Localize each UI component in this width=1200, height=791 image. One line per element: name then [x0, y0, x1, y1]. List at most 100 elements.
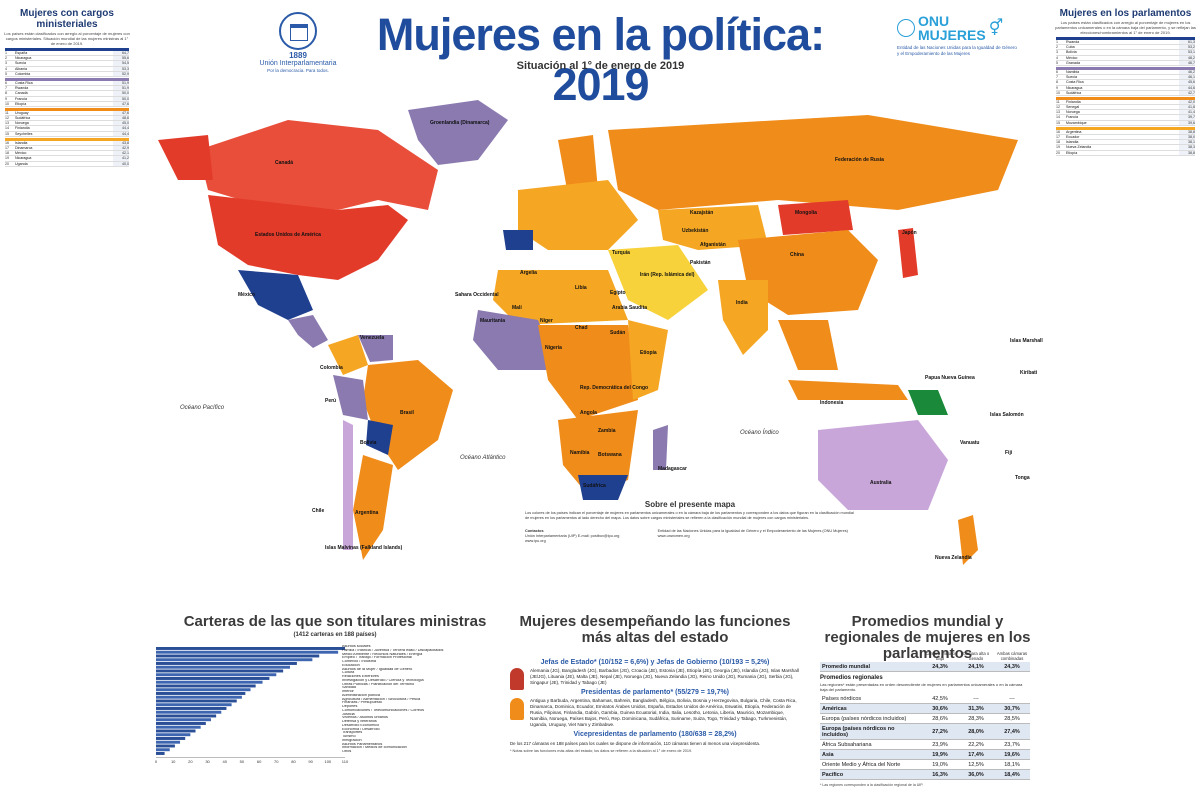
rank-row: 10 Sudáfrica 42,7: [1056, 90, 1195, 96]
rank-rank: 9: [5, 96, 7, 101]
map-region-west-africa: [473, 310, 558, 370]
rank-rank: 12: [1056, 105, 1060, 110]
rank-country: Uganda: [15, 161, 28, 166]
region-name: Oriente Medio y África del Norte: [820, 759, 922, 770]
regional-table: Países nórdicos 42,5% --- --- Américas 30,6% 3…: [820, 694, 1030, 780]
rank-country: Noruega: [1066, 110, 1080, 115]
rank-value: 41,8: [1179, 105, 1195, 110]
rank-rank: 16: [5, 140, 9, 145]
region-name: Europa (países nórdicos incluidos): [820, 713, 922, 724]
rank-country: Colombia: [15, 71, 31, 76]
map-region-middle-east: [608, 245, 708, 320]
rank-country: Francia: [15, 96, 27, 101]
map-label-mali: Malí: [512, 305, 522, 311]
portfolio-label: Comunicaciones / Telecomunicaciones / Co…: [342, 708, 425, 712]
map-label-mauritania: Mauritania: [480, 318, 506, 324]
rank-row: 5 Colombia 52,9: [5, 71, 129, 77]
region-value: 19,6%: [994, 749, 1030, 760]
rank-value: 44,4: [113, 126, 129, 131]
left-ranking-list: 1 España 64,7 2 Nicaragua 55,6 3 Suecia 54,5 4 Alb…: [5, 48, 129, 167]
rank-rank: 6: [5, 80, 7, 85]
portfolio-bar: [156, 665, 291, 669]
rank-value: 50,0: [113, 96, 129, 101]
x-tick-label: 110: [342, 759, 349, 764]
left-ranking-panel: Mujeres con cargos ministeriales Los paí…: [2, 8, 132, 788]
portfolio-bar: [156, 647, 345, 650]
rank-country: Francia: [1066, 115, 1078, 120]
portfolio-bar: [156, 680, 263, 684]
rank-value: 41,2: [113, 156, 129, 161]
rank-row: 7 Suecia 46,1: [1056, 75, 1195, 81]
rank-value: 40,0: [113, 161, 129, 166]
rank-row: 17 Ecuador 38,0: [1056, 135, 1195, 141]
rank-band: [5, 107, 129, 111]
rank-band: [1056, 126, 1195, 130]
map-region-china: [738, 230, 878, 315]
rank-country: Senegal: [1066, 105, 1080, 110]
rank-rank: 7: [1056, 75, 1058, 80]
portfolio-label: Obras Públicas / Planificación del Terri…: [342, 682, 415, 686]
map-region-mongolia: [778, 200, 853, 235]
map-label-indonesia: Indonesia: [820, 400, 844, 406]
rank-value: 50,0: [113, 91, 129, 96]
map-label-india: India: [736, 300, 748, 306]
portfolio-label: Turismo: [342, 735, 356, 738]
rank-rank: 14: [5, 126, 9, 131]
rank-country: Granada: [1066, 60, 1080, 65]
rank-rank: 20: [5, 161, 9, 166]
x-tick-label: 30: [205, 759, 210, 764]
rank-rank: 3: [5, 61, 7, 66]
map-region-southern-africa: [558, 410, 638, 495]
portfolio-bar: [156, 752, 165, 755]
rank-row: 15 Seychelles 44,4: [5, 131, 129, 137]
map-label-bolivia: Bolivia: [360, 440, 377, 446]
rank-band: [1056, 37, 1195, 40]
right-ranking-panel: Mujeres en los parlamentos Los países es…: [1053, 8, 1198, 788]
map-label-botswana: Botswana: [598, 452, 622, 458]
rank-rank: 13: [1056, 110, 1060, 115]
rank-country: Etiopía: [1066, 150, 1078, 155]
map-region-bolivia: [366, 420, 393, 455]
rank-rank: 1: [5, 51, 7, 55]
map-region-europe: [518, 180, 638, 250]
rank-country: Argentina: [1066, 129, 1082, 134]
contacts-label: Contactos: [525, 529, 544, 533]
region-row: Asia 19,9% 17,4% 19,6%: [820, 749, 1030, 760]
rank-value: 64,7: [113, 51, 129, 56]
ministers-chart-svg: 0 10 20 30 40 50 60 70 80 90 100 110: [155, 647, 349, 764]
rank-band: [1056, 66, 1195, 70]
rank-value: 38,3: [1179, 145, 1195, 150]
portfolio-bar: [156, 699, 237, 703]
rank-row: 9 Francia 50,0: [5, 96, 129, 102]
rank-value: 48,6: [113, 116, 129, 121]
region-row: Europa (países nórdicos no incluidos) 27,…: [820, 723, 1030, 740]
portfolio-label: Asuntos de la Mujer / Igualdad de Género: [342, 667, 413, 671]
rank-row: 16 Islandia 43,8: [5, 140, 129, 146]
rank-row: 1 España 64,7: [5, 51, 129, 57]
rank-row: 20 Etiopía 38,8: [1056, 150, 1195, 156]
rank-rank: 14: [1056, 115, 1060, 120]
rank-row: 19 Nueva Zelandia 38,3: [1056, 145, 1195, 151]
x-tick-label: 50: [240, 759, 245, 764]
map-label-mexico: México: [238, 292, 255, 298]
ocean-indian: Océano Índico: [740, 430, 779, 436]
averages-title: Promedios mundial y regionales de mujere…: [824, 613, 1031, 662]
portfolio-bar: [156, 725, 201, 729]
portfolio-label: Familia / Infancia / Juventud / Tercera …: [342, 648, 444, 652]
rank-row: 18 Islandia 38,1: [1056, 140, 1195, 146]
averages-section: Cámara única o baja Cámara alta o Senado…: [820, 650, 1030, 787]
about-title: Sobre el presente mapa: [644, 500, 736, 509]
rank-rank: 19: [5, 156, 9, 161]
portfolio-bar: [156, 714, 217, 718]
region-value: 18,1%: [994, 759, 1030, 770]
region-value: 28,3%: [958, 713, 994, 724]
rank-row: 12 Senegal 41,8: [1056, 105, 1195, 111]
portfolio-label: Educación: [342, 663, 360, 667]
rank-row: 9 Nicaragua 44,6: [1056, 85, 1195, 91]
portfolio-bar: [156, 658, 313, 662]
ipu-emblem-icon: [279, 12, 317, 50]
map-label-nigeria: Nigeria: [545, 345, 562, 351]
map-region-mexico: [238, 270, 313, 320]
x-tick-label: 60: [257, 759, 262, 764]
left-panel-subtitle: Los países están clasificados con arregl…: [4, 31, 130, 46]
